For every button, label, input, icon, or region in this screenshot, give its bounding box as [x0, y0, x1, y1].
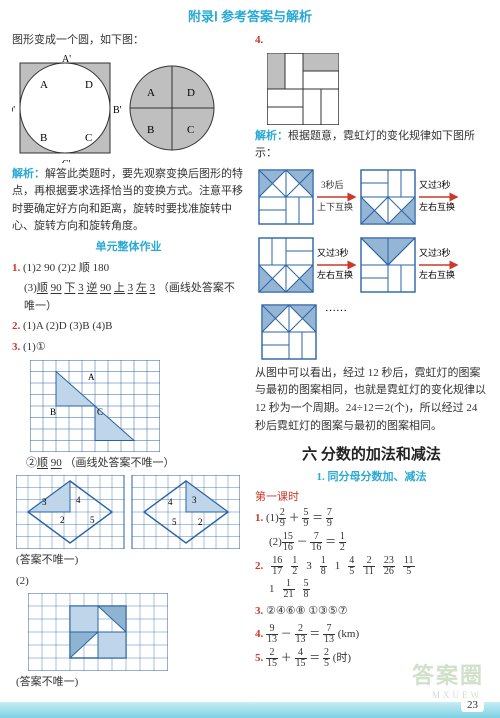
svg-text:A: A: [88, 372, 95, 382]
m3: 3. ②④⑥⑧ ①③⑤⑦: [255, 603, 488, 621]
figure-sequence: 3秒后 上下互换 又过3秒 左右互换: [255, 166, 483, 316]
seq-t4b: 左右互换: [419, 269, 455, 280]
figure-grid-diamonds: 32 45 43 52: [16, 475, 240, 549]
m4: 4. 913 － 213 ＝ 713 (km): [255, 624, 488, 645]
right-expl-text: 根据题意，霓虹灯的变化规律如下图所示：: [255, 130, 475, 160]
svg-text:2: 2: [60, 515, 65, 525]
unit-title: 单元整体作业: [12, 239, 245, 257]
seq-t1b: 上下互换: [317, 201, 353, 212]
left-column: 图形变成一个圆，如下图： A D C B A' B' C' D': [12, 29, 245, 695]
page-number: 23: [461, 698, 484, 712]
svg-text:5: 5: [90, 515, 95, 525]
svg-text:A': A': [62, 54, 71, 65]
svg-text:D: D: [187, 87, 195, 99]
svg-text:A: A: [147, 87, 155, 99]
svg-text:4: 4: [76, 495, 81, 505]
q3-num: 3.: [12, 341, 20, 353]
svg-text:5: 5: [172, 517, 177, 527]
svg-text:4: 4: [168, 497, 173, 507]
explain-label: 解析：: [12, 168, 45, 180]
svg-text:C': C': [62, 159, 71, 163]
figure-q4: [267, 53, 339, 125]
unit6-sub: 1. 同分母分数加、减法: [255, 468, 488, 484]
seq-t1: 3秒后: [321, 179, 344, 190]
q3-note: (答案不唯一): [12, 552, 245, 570]
figure-grid-quilt: [28, 593, 168, 671]
svg-text:3: 3: [192, 495, 197, 505]
svg-text:B': B': [113, 105, 122, 116]
label-A: A: [40, 79, 48, 91]
q3: 3. (1)①: [12, 339, 245, 357]
figure-square-circle: A D C B A' B' C' D' A D C B: [12, 53, 232, 163]
svg-text:3: 3: [42, 497, 47, 507]
seq-t4: 又过3秒: [419, 247, 451, 258]
seq-t3b: 左右互换: [317, 269, 353, 280]
q3-label: (1)①: [23, 341, 46, 353]
q1-line2-wrap: (3)顺 90 下 3 逆 90 上 3 左 3 （画线处答案不唯一）: [12, 280, 245, 315]
seq-t2b: 左右互换: [419, 201, 455, 212]
label-D: D: [85, 79, 93, 91]
q3-line2: ②顺 90 （画线处答案不唯一）: [12, 455, 245, 473]
svg-text:C: C: [97, 407, 103, 417]
seq-t2: 又过3秒: [419, 179, 451, 190]
footer: 23: [0, 690, 500, 718]
svg-text:D': D': [12, 105, 15, 116]
q2-text: (1)A (2)D (3)B (4)B: [23, 320, 113, 332]
q3-two: (2): [12, 573, 245, 591]
q4: 4.: [255, 32, 488, 50]
q1-num: 1.: [12, 262, 20, 274]
right-conclude: 从图中可以看出，经过 12 秒后，霓虹灯的图案与最初的图案相同，也就是霓虹灯的变…: [255, 365, 488, 435]
watermark: 答案圈: [412, 658, 484, 690]
q2-num: 2.: [12, 320, 20, 332]
left-explain: 解析：解答此类题时，要先观察变换后图形的特点，再根据要求选择恰当的变换方式。注意…: [12, 166, 245, 236]
seq-t3: 又过3秒: [317, 247, 349, 258]
right-column: 4. 解析：根据题意，霓虹灯的变化规律如下图所示：: [255, 29, 488, 695]
m1b: (2)1516 － 716 ＝ 12: [255, 532, 488, 553]
figure-grid-triangle: A B C: [30, 360, 160, 452]
m2: 2. 1617 12 3 18 1 45 211 2326 115: [255, 556, 488, 577]
figure-sequence-last: [259, 302, 319, 362]
unit6-title: 六 分数的加法和减法: [255, 443, 488, 464]
svg-text:2: 2: [198, 517, 203, 527]
page-title: 附录Ⅰ 参考答案与解析: [0, 0, 500, 29]
m2b: 1 121 58: [255, 579, 488, 600]
footer-band: [0, 702, 500, 718]
q1: 1. (1)2 90 (2)2 顺 180: [12, 260, 245, 278]
content-columns: 图形变成一个圆，如下图： A D C B A' B' C' D': [0, 29, 500, 695]
svg-text:B: B: [147, 124, 154, 136]
q2: 2. (1)A (2)D (3)B (4)B: [12, 318, 245, 336]
q4-num: 4.: [255, 34, 263, 46]
right-expl-label: 解析：: [255, 130, 288, 142]
svg-text:C: C: [187, 124, 194, 136]
m1: 1. (1)29 ＋ 59 ＝ 79: [255, 508, 488, 529]
label-C: C: [85, 132, 92, 144]
lesson-label: 第一课时: [255, 488, 488, 504]
label-B: B: [40, 132, 47, 144]
svg-text:B: B: [50, 407, 56, 417]
right-explain: 解析：根据题意，霓虹灯的变化规律如下图所示：: [255, 128, 488, 163]
seq-dots: ……: [325, 302, 347, 314]
q1-line1: (1)2 90 (2)2 顺 180: [23, 262, 109, 274]
left-intro: 图形变成一个圆，如下图：: [12, 32, 245, 50]
explain-text: 解答此类题时，要先观察变换后图形的特点，再根据要求选择恰当的变换方式。注意平移时…: [12, 168, 243, 233]
